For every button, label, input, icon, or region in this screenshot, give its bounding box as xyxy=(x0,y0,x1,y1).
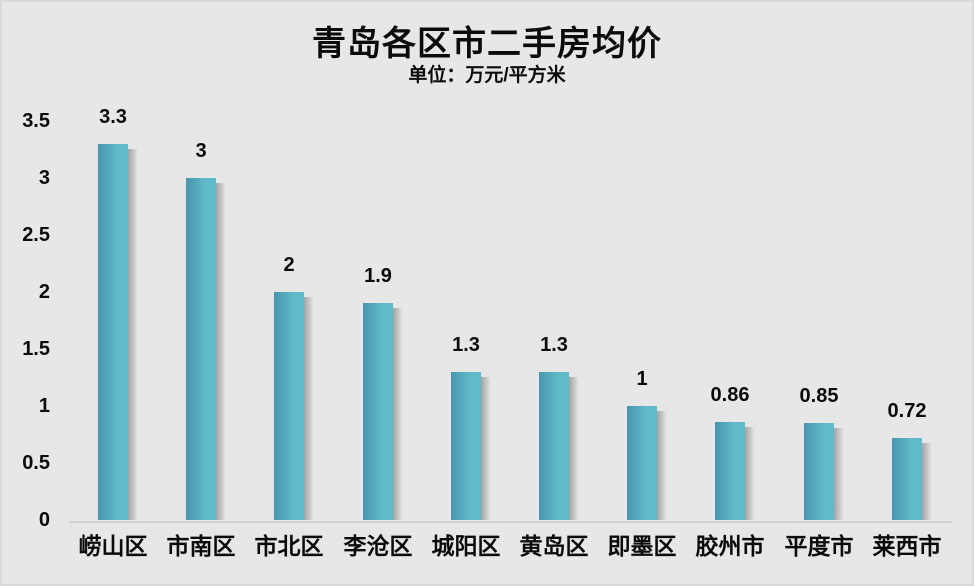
x-category-label: 城阳区 xyxy=(431,533,501,559)
chart-subtitle: 单位：万元/平方米 xyxy=(408,65,566,86)
bar-shadow xyxy=(216,183,226,520)
x-category-label: 李沧区 xyxy=(343,533,413,559)
x-category-label: 市南区 xyxy=(166,533,236,559)
bar-value-label: 1 xyxy=(636,368,648,390)
bar xyxy=(274,292,304,520)
bar-value-label: 0.86 xyxy=(710,384,750,406)
bar-value-label: 0.72 xyxy=(887,400,927,422)
y-tick-label: 0 xyxy=(38,509,50,531)
bar-value-label: 3.3 xyxy=(99,106,127,128)
x-category-label: 莱西市 xyxy=(872,533,942,559)
chart-title: 青岛各区市二手房均价 xyxy=(312,25,662,63)
bar-value-label: 1.3 xyxy=(540,334,568,356)
bar xyxy=(98,144,128,520)
y-tick-label: 3 xyxy=(38,167,50,189)
bar-value-label: 2 xyxy=(283,254,295,276)
x-category-label: 即墨区 xyxy=(607,533,677,559)
bar xyxy=(363,303,393,520)
bar-shadow xyxy=(657,411,667,520)
bar-shadow xyxy=(922,443,932,520)
y-tick-label: 1.5 xyxy=(22,338,50,360)
bar xyxy=(186,178,216,520)
bar-value-label: 1.3 xyxy=(452,334,480,356)
x-category-label: 市北区 xyxy=(254,533,324,559)
x-category-label: 平度市 xyxy=(784,533,854,559)
bar-shadow xyxy=(745,427,755,520)
y-tick-label: 2 xyxy=(38,281,50,303)
x-category-label: 胶州市 xyxy=(695,533,765,559)
x-category-label: 崂山区 xyxy=(78,533,148,559)
bar xyxy=(627,406,657,520)
bar xyxy=(804,423,834,520)
y-tick-label: 2.5 xyxy=(22,224,50,246)
bar-shadow xyxy=(569,377,579,520)
bar-value-label: 3 xyxy=(195,140,207,162)
bar xyxy=(715,422,745,520)
bar-shadow xyxy=(834,428,844,520)
x-axis-line xyxy=(69,521,952,523)
bar-shadow xyxy=(304,297,314,520)
y-tick-label: 0.5 xyxy=(22,452,50,474)
bar-value-label: 1.9 xyxy=(364,265,392,287)
bar xyxy=(451,372,481,520)
bar xyxy=(539,372,569,520)
y-tick-label: 1 xyxy=(38,395,50,417)
x-category-label: 黄岛区 xyxy=(519,533,589,559)
bar-shadow xyxy=(393,308,403,520)
bar-shadow xyxy=(481,377,491,520)
bar-shadow xyxy=(128,149,138,520)
y-tick-label: 3.5 xyxy=(22,110,50,132)
bar-value-label: 0.85 xyxy=(799,385,839,407)
bar xyxy=(892,438,922,520)
